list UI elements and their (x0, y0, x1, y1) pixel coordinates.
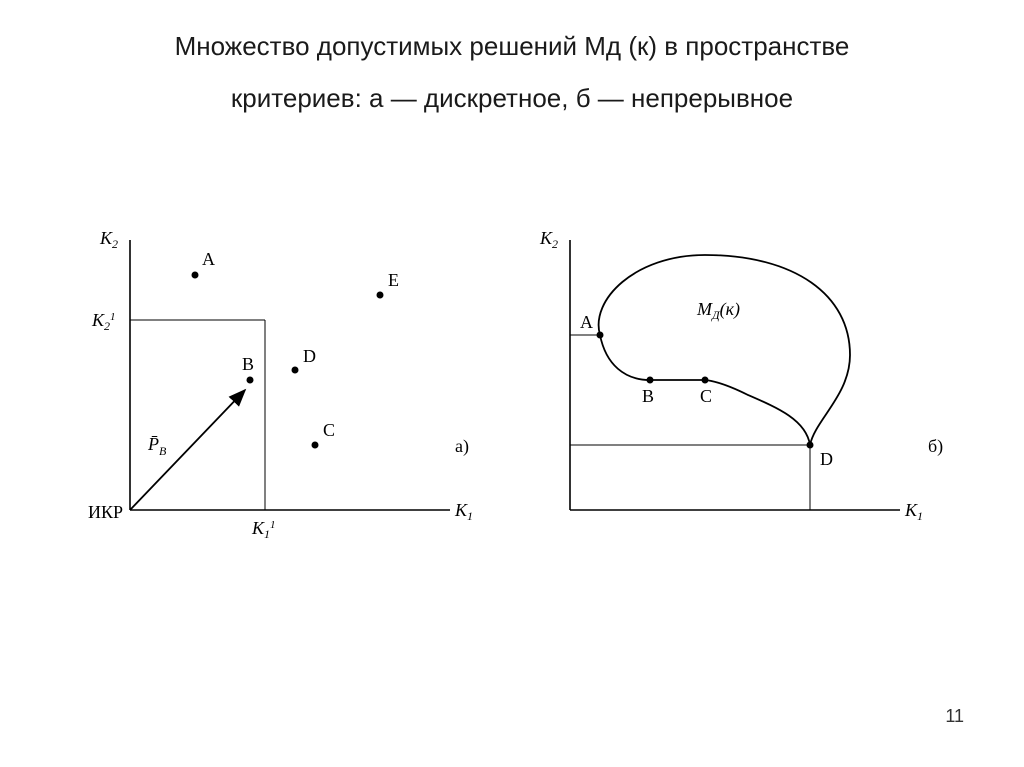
page-number: 11 (945, 706, 964, 727)
svg-text:C: C (323, 420, 335, 440)
panel-a-x-axis-label: K1 (454, 500, 473, 523)
panel-a-origin-label: ИКР (88, 502, 123, 522)
panel-a-point-D: D (292, 346, 317, 374)
panel-b-md-label: MД(к) (696, 299, 740, 322)
svg-text:B: B (242, 354, 254, 374)
figure-area: K2 K1 ИКР K21 K11 (60, 180, 964, 620)
panel-a: K2 K1 ИКР K21 K11 (88, 228, 473, 541)
panel-b: K2 K1 MД(к) A (539, 228, 943, 523)
panel-a-caption: а) (455, 436, 469, 457)
slide-title: Множество допустимых решений Мд (к) в пр… (0, 20, 1024, 124)
svg-text:E: E (388, 270, 399, 290)
svg-text:A: A (580, 312, 593, 332)
panel-b-y-axis-label: K2 (539, 228, 558, 251)
panel-a-point-A: A (192, 249, 216, 279)
title-line-1: Множество допустимых решений Мд (к) в пр… (175, 31, 850, 61)
panel-b-x-axis-label: K1 (904, 500, 923, 523)
panel-a-k2-tick-label: K21 (91, 310, 116, 333)
diagram-svg: K2 K1 ИКР K21 K11 (60, 180, 964, 620)
title-line-2: критериев: а — дискретное, б — непрерывн… (231, 83, 793, 113)
svg-text:B: B (642, 386, 654, 406)
panel-b-region-curve (599, 255, 850, 445)
svg-text:D: D (303, 346, 316, 366)
svg-text:D: D (820, 449, 833, 469)
panel-a-point-C: C (312, 420, 336, 449)
panel-a-point-E: E (377, 270, 400, 299)
slide: Множество допустимых решений Мд (к) в пр… (0, 0, 1024, 767)
panel-b-caption: б) (928, 436, 943, 457)
panel-b-point-B: B (642, 377, 654, 407)
svg-text:C: C (700, 386, 712, 406)
svg-text:A: A (202, 249, 215, 269)
panel-a-k1-tick-label: K11 (251, 518, 276, 541)
panel-a-y-axis-label: K2 (99, 228, 118, 251)
panel-a-point-B: B (242, 354, 254, 384)
panel-a-vector-label: P̄B (147, 434, 167, 458)
